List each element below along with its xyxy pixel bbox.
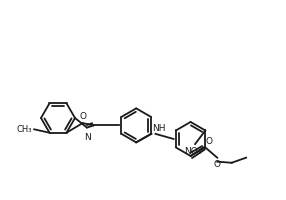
Text: NH: NH: [152, 124, 166, 133]
Text: NO₂: NO₂: [184, 147, 202, 156]
Text: N: N: [85, 133, 91, 142]
Text: O: O: [79, 112, 86, 121]
Text: CH₃: CH₃: [17, 125, 32, 134]
Text: O: O: [205, 137, 212, 146]
Text: O: O: [214, 160, 221, 169]
